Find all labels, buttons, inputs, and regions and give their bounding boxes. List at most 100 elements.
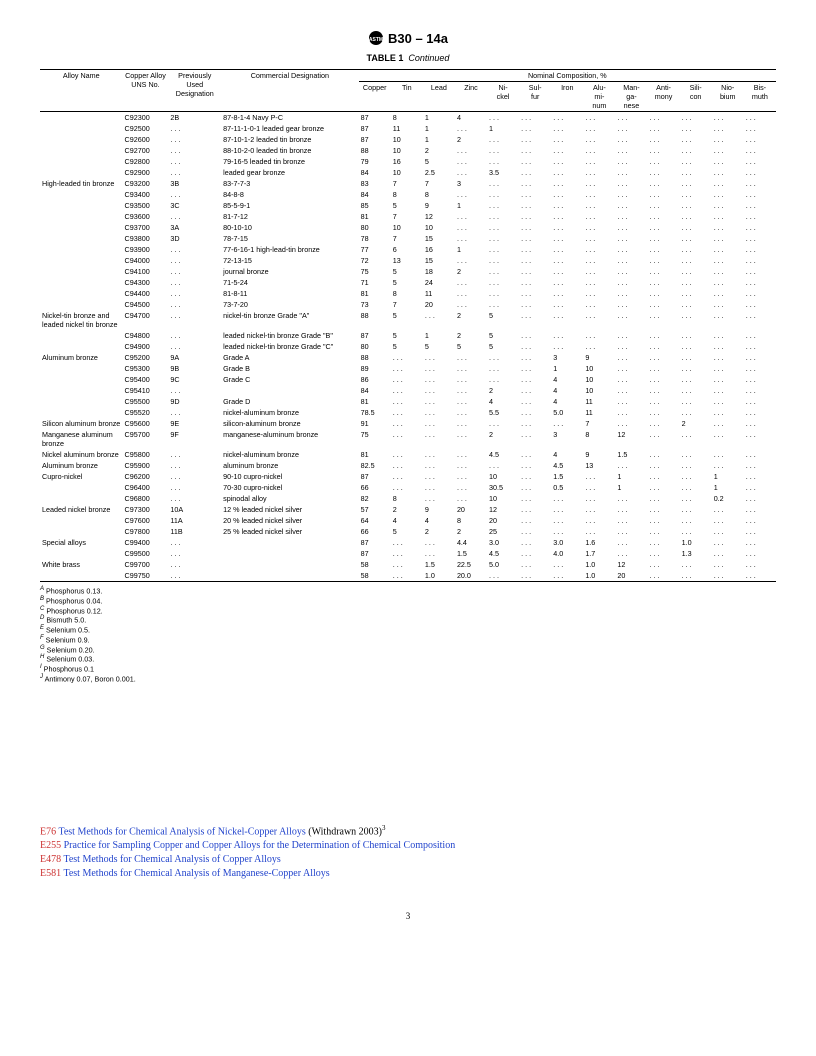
cell-comp: . . . <box>648 385 680 396</box>
cell-comp: . . . <box>712 330 744 341</box>
cell-comp: . . . <box>648 341 680 352</box>
cell-comp: 5.0 <box>487 559 519 570</box>
table-row: C95410. . .84. . .. . .. . .2. . .410. .… <box>40 385 776 396</box>
cell-comp: 8 <box>391 112 423 124</box>
cell-uns: C97800 <box>123 526 169 537</box>
reference-item: E76 Test Methods for Chemical Analysis o… <box>40 824 776 839</box>
cell-comp: 10 <box>391 222 423 233</box>
cell-comp: 80 <box>359 341 391 352</box>
ref-code[interactable]: E76 <box>40 826 56 837</box>
ref-code[interactable]: E478 <box>40 854 61 865</box>
cell-comp: . . . <box>680 493 712 504</box>
cell-comp: 1.5 <box>423 559 455 570</box>
cell-comp: . . . <box>680 482 712 493</box>
cell-comp: . . . <box>615 537 647 548</box>
col-alloy: Alloy Name <box>40 70 123 112</box>
cell-comp: . . . <box>744 493 776 504</box>
ref-title[interactable]: Practice for Sampling Copper and Copper … <box>64 840 456 851</box>
cell-comp: . . . <box>744 429 776 449</box>
cell-comp: . . . <box>712 407 744 418</box>
cell-comp: . . . <box>551 123 583 134</box>
cell-comp: . . . <box>551 299 583 310</box>
cell-comp: . . . <box>519 299 551 310</box>
footnote: C Phosphorus 0.12. <box>40 606 776 616</box>
cell-prev: 9E <box>168 418 221 429</box>
cell-comp: . . . <box>391 385 423 396</box>
ref-code[interactable]: E255 <box>40 840 61 851</box>
cell-comp: . . . <box>615 460 647 471</box>
table-row: C935003C85-5-9-185591. . .. . .. . .. . … <box>40 200 776 211</box>
cell-comp: . . . <box>744 449 776 460</box>
cell-comp: . . . <box>648 570 680 582</box>
cell-comp: 5 <box>391 330 423 341</box>
cell-comp: . . . <box>648 460 680 471</box>
cell-uns: C93700 <box>123 222 169 233</box>
cell-comp: 1 <box>712 482 744 493</box>
cell-comp: 3 <box>455 178 487 189</box>
cell-comp: . . . <box>648 504 680 515</box>
cell-comp: . . . <box>615 222 647 233</box>
cell-comp: . . . <box>744 310 776 330</box>
cell-comp: . . . <box>615 112 647 124</box>
cell-comp: . . . <box>487 288 519 299</box>
cell-comp: . . . <box>712 429 744 449</box>
cell-comp: 84 <box>359 189 391 200</box>
cell-comp: . . . <box>551 493 583 504</box>
cell-comm: Grade B <box>221 363 359 374</box>
cell-comp: . . . <box>423 471 455 482</box>
cell-comp: . . . <box>583 515 615 526</box>
cell-comp: . . . <box>615 288 647 299</box>
cell-comp: . . . <box>680 374 712 385</box>
table-row: C92800. . .79-16-5 leaded tin bronze7916… <box>40 156 776 167</box>
cell-comp: . . . <box>391 374 423 385</box>
cell-comp: . . . <box>391 429 423 449</box>
cell-comp: . . . <box>519 233 551 244</box>
cell-comp: . . . <box>455 222 487 233</box>
cell-comp: . . . <box>744 526 776 537</box>
ref-title[interactable]: Test Methods for Chemical Analysis of Ma… <box>63 868 329 879</box>
cell-comp: . . . <box>583 310 615 330</box>
cell-prev: 10A <box>168 504 221 515</box>
cell-uns: C93600 <box>123 211 169 222</box>
cell-comp: . . . <box>423 407 455 418</box>
cell-comp: 1 <box>423 134 455 145</box>
ref-title[interactable]: Test Methods for Chemical Analysis of Ni… <box>58 826 305 837</box>
cell-comm: 25 % leaded nickel silver <box>221 526 359 537</box>
cell-comp: 73 <box>359 299 391 310</box>
cell-alloy <box>40 123 123 134</box>
table-row: C94800. . .leaded nickel-tin bronze Grad… <box>40 330 776 341</box>
col-comp-9: Anti- mony <box>648 82 680 112</box>
ref-code[interactable]: E581 <box>40 868 61 879</box>
cell-uns: C95900 <box>123 460 169 471</box>
cell-comp: 7 <box>391 211 423 222</box>
cell-comp: 2 <box>487 385 519 396</box>
cell-uns: C97600 <box>123 515 169 526</box>
cell-comp: 11 <box>423 288 455 299</box>
cell-comp: . . . <box>487 363 519 374</box>
cell-uns: C99500 <box>123 548 169 559</box>
cell-comp: . . . <box>615 299 647 310</box>
table-row: C93400. . .84-8-88488. . .. . .. . .. . … <box>40 189 776 200</box>
cell-comp: . . . <box>712 548 744 559</box>
cell-comp: 1.5 <box>551 471 583 482</box>
ref-title[interactable]: Test Methods for Chemical Analysis of Co… <box>63 854 280 865</box>
cell-comp: 87 <box>359 123 391 134</box>
cell-uns: C96200 <box>123 471 169 482</box>
cell-alloy <box>40 385 123 396</box>
table-row: C95520. . .nickel-aluminum bronze78.5. .… <box>40 407 776 418</box>
cell-comp: 4.5 <box>551 460 583 471</box>
cell-comp: . . . <box>648 471 680 482</box>
cell-comp: 11 <box>391 123 423 134</box>
table-row: C94500. . .73-7-2073720. . .. . .. . .. … <box>40 299 776 310</box>
cell-comp: . . . <box>519 145 551 156</box>
cell-uns: C94400 <box>123 288 169 299</box>
cell-alloy <box>40 222 123 233</box>
footnote: E Selenium 0.5. <box>40 625 776 635</box>
cell-comm: leaded nickel-tin bronze Grade "C" <box>221 341 359 352</box>
cell-comp: 1.3 <box>680 548 712 559</box>
cell-comp: . . . <box>519 449 551 460</box>
cell-comp: . . . <box>680 407 712 418</box>
cell-comp: . . . <box>712 341 744 352</box>
cell-comm: nickel-aluminum bronze <box>221 407 359 418</box>
cell-comm: Grade A <box>221 352 359 363</box>
